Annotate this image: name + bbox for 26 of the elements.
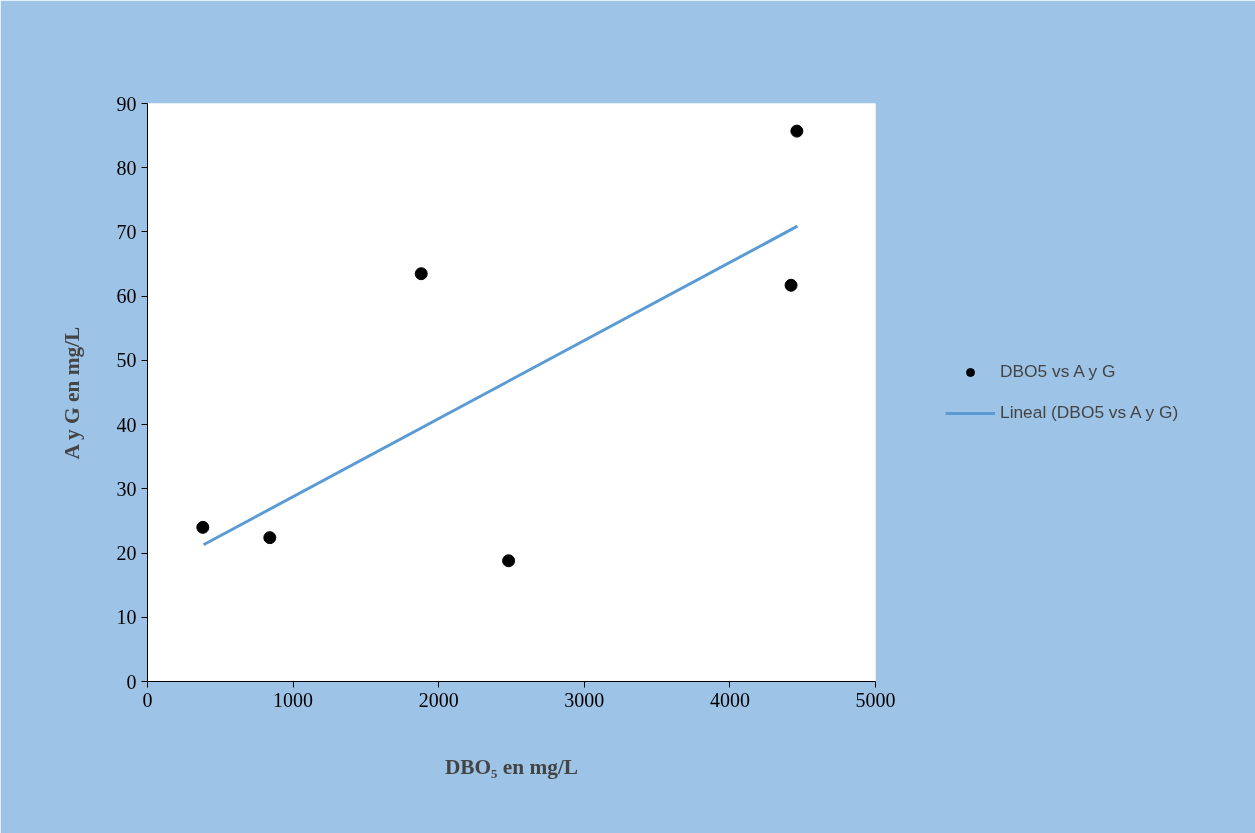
y-tick-label: 90 [116,92,137,115]
y-axis-title: A y G en mg/L [59,326,84,460]
point [790,124,804,138]
y-tick-label: 70 [116,220,137,243]
y-tick-label: 50 [116,349,137,372]
x-tick-label: 2000 [418,688,459,711]
x-tick-label: 0 [142,688,153,711]
x-tick-label: 4000 [709,688,750,711]
y-tick-label: 20 [116,542,137,565]
point [784,278,798,292]
point [414,267,428,281]
point [502,554,516,568]
y-tick-label: 30 [116,477,137,500]
y-tick-label: 0 [126,670,137,693]
y-tick-label: 40 [116,413,137,436]
legend-label: Lineal (DBO5 vs A y G) [1000,402,1179,423]
legend-label: DBO5 vs A y G [1000,361,1116,382]
y-tick-label: 60 [116,285,137,308]
point [263,531,277,545]
x-tick-label: 3000 [564,688,605,711]
x-axis-title: DBO₅ en mg/L [444,754,579,779]
point [196,520,210,534]
x-tick-label: 5000 [855,688,896,711]
y-tick-label: 80 [116,156,137,179]
y-tick-label: 10 [116,606,137,629]
x-tick-label: 1000 [273,688,314,711]
